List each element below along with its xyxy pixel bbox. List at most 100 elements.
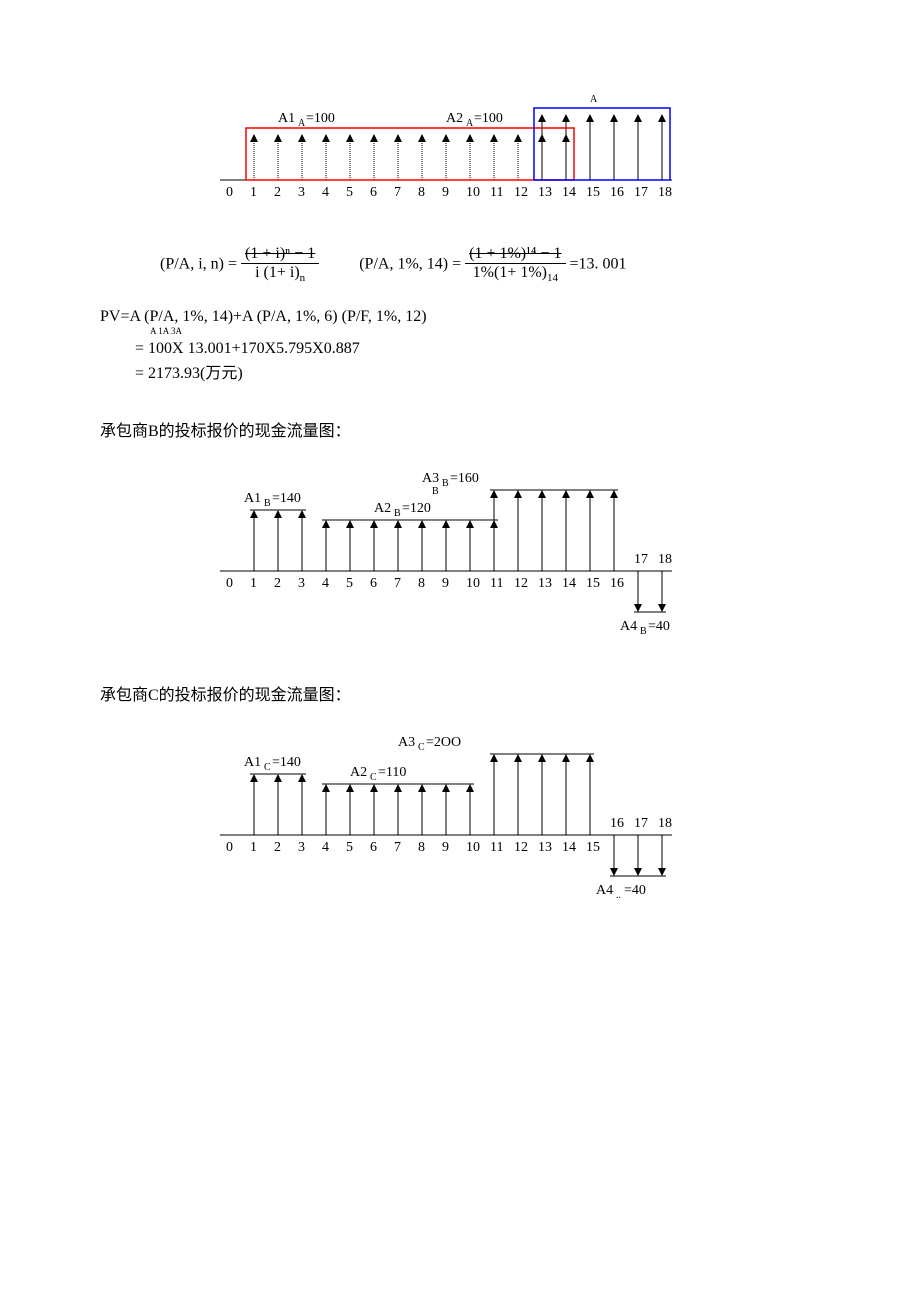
- svg-text:=40: =40: [624, 883, 646, 898]
- svg-text:=120: =120: [402, 501, 431, 516]
- formula-mid-num: (1 + 1%)¹⁴ − 1: [465, 245, 565, 264]
- svg-text:B: B: [640, 626, 647, 637]
- svg-text:15: 15: [586, 185, 600, 200]
- svg-text:..: ..: [616, 890, 621, 901]
- svg-text:4: 4: [322, 576, 329, 591]
- svg-text:12: 12: [514, 840, 528, 855]
- svg-text:=110: =110: [378, 765, 406, 780]
- svg-text:9: 9: [442, 576, 449, 591]
- svg-text:5: 5: [346, 840, 353, 855]
- svg-text:11: 11: [490, 185, 503, 200]
- svg-text:10: 10: [466, 576, 480, 591]
- svg-text:14: 14: [562, 576, 576, 591]
- svg-text:0: 0: [226, 840, 233, 855]
- section-c-title: 承包商C的投标报价的现金流量图：: [100, 681, 820, 705]
- svg-text:4: 4: [322, 840, 329, 855]
- svg-text:=2OO: =2OO: [426, 735, 461, 750]
- formula-lhs-den: i (1+ i): [255, 264, 300, 281]
- svg-text:6: 6: [370, 185, 377, 200]
- formula-mid-label: (P/A, 1%, 14) =: [359, 255, 461, 272]
- svg-text:17: 17: [634, 816, 648, 831]
- formula-lhs-label: (P/A, i, n) =: [160, 255, 237, 272]
- svg-text:A2: A2: [374, 501, 391, 516]
- svg-text:A1: A1: [244, 491, 261, 506]
- svg-text:3: 3: [298, 840, 305, 855]
- svg-text:6: 6: [370, 840, 377, 855]
- formula-block: (P/A, i, n) = (1 + i)ⁿ − 1 i (1+ i)n (P/…: [100, 245, 820, 284]
- diagram-a: 0123456789101112131415161718A1A=100A2A=1…: [100, 70, 820, 225]
- svg-text:A1: A1: [278, 111, 295, 126]
- svg-text:1: 1: [250, 185, 257, 200]
- svg-text:C: C: [370, 772, 377, 783]
- svg-text:12: 12: [514, 576, 528, 591]
- formula-mid-den: 1%(1+ 1%): [473, 264, 547, 281]
- svg-text:=140: =140: [272, 491, 301, 506]
- svg-text:5: 5: [346, 185, 353, 200]
- svg-text:17: 17: [634, 552, 648, 567]
- svg-text:A: A: [298, 118, 306, 129]
- svg-text:A2: A2: [350, 765, 367, 780]
- pv-block: PV=A (P/A, 1%, 14)+A (P/A, 1%, 6) (P/F, …: [100, 304, 820, 387]
- section-b-title: 承包商B的投标报价的现金流量图：: [100, 417, 820, 441]
- diagram-c: 0123456789101112131415161718A1C=140A2C=1…: [100, 715, 820, 920]
- svg-text:A4: A4: [596, 883, 613, 898]
- svg-text:2: 2: [274, 576, 281, 591]
- svg-text:=40: =40: [648, 619, 670, 634]
- svg-text:A: A: [590, 94, 598, 105]
- svg-text:12: 12: [514, 185, 528, 200]
- svg-text:16: 16: [610, 185, 624, 200]
- svg-text:B: B: [264, 498, 271, 509]
- svg-text:14: 14: [562, 840, 576, 855]
- svg-text:7: 7: [394, 185, 401, 200]
- svg-text:6: 6: [370, 576, 377, 591]
- svg-text:9: 9: [442, 840, 449, 855]
- svg-text:A4: A4: [620, 619, 637, 634]
- svg-text:1: 1: [250, 576, 257, 591]
- svg-text:17: 17: [634, 185, 648, 200]
- svg-text:A3: A3: [422, 471, 439, 486]
- diagram-b: 0123456789101112131415161718A1B=140A2B=1…: [100, 451, 820, 656]
- svg-text:B: B: [432, 486, 439, 497]
- svg-text:16: 16: [610, 816, 624, 831]
- svg-text:15: 15: [586, 840, 600, 855]
- svg-text:10: 10: [466, 185, 480, 200]
- svg-text:2: 2: [274, 840, 281, 855]
- svg-text:18: 18: [658, 816, 672, 831]
- svg-text:18: 18: [658, 185, 672, 200]
- svg-text:B: B: [394, 508, 401, 519]
- svg-text:1: 1: [250, 840, 257, 855]
- svg-text:13: 13: [538, 840, 552, 855]
- svg-text:=100: =100: [306, 111, 335, 126]
- formula-lhs-num: (1 + i)ⁿ − 1: [241, 245, 319, 264]
- svg-text:=100: =100: [474, 111, 503, 126]
- svg-text:8: 8: [418, 840, 425, 855]
- svg-text:15: 15: [586, 576, 600, 591]
- pv-line3: = 2173.93(万元): [135, 361, 820, 387]
- svg-text:B: B: [442, 478, 449, 489]
- svg-text:A3: A3: [398, 735, 415, 750]
- svg-text:8: 8: [418, 185, 425, 200]
- svg-text:18: 18: [658, 552, 672, 567]
- svg-text:=140: =140: [272, 755, 301, 770]
- svg-text:A2: A2: [446, 111, 463, 126]
- svg-text:11: 11: [490, 840, 503, 855]
- svg-text:7: 7: [394, 840, 401, 855]
- svg-text:10: 10: [466, 840, 480, 855]
- svg-text:2: 2: [274, 185, 281, 200]
- svg-text:5: 5: [346, 576, 353, 591]
- svg-text:13: 13: [538, 576, 552, 591]
- formula-lhs-den-sub: n: [300, 272, 306, 284]
- svg-text:0: 0: [226, 185, 233, 200]
- pv-line2: = 100X 13.001+170X5.795X0.887: [135, 336, 820, 362]
- svg-text:8: 8: [418, 576, 425, 591]
- svg-text:7: 7: [394, 576, 401, 591]
- formula-mid-den-sub: 14: [547, 272, 558, 284]
- formula-result: =13. 001: [570, 255, 627, 272]
- svg-text:4: 4: [322, 185, 329, 200]
- svg-text:C: C: [264, 762, 271, 773]
- svg-text:3: 3: [298, 576, 305, 591]
- svg-text:A: A: [466, 118, 474, 129]
- svg-text:3: 3: [298, 185, 305, 200]
- svg-text:9: 9: [442, 185, 449, 200]
- svg-text:11: 11: [490, 576, 503, 591]
